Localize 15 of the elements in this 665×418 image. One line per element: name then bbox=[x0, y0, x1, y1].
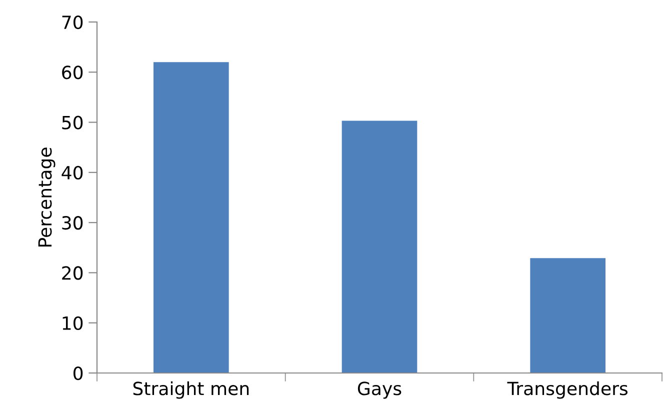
y-tick-label: 70 bbox=[62, 15, 83, 30]
y-axis-title: Percentage bbox=[38, 148, 56, 247]
y-tick-label: 50 bbox=[62, 116, 83, 130]
bar bbox=[342, 120, 418, 373]
y-tick-label: 20 bbox=[62, 266, 83, 280]
y-tick-label: 10 bbox=[62, 316, 83, 330]
x-tick-label: Transgenders bbox=[507, 381, 628, 399]
x-tick-label: Gays bbox=[358, 382, 402, 399]
y-tick-label: 40 bbox=[62, 166, 83, 180]
bar bbox=[154, 62, 229, 373]
x-tick-label: Straight men bbox=[133, 381, 249, 399]
y-tick-label: 60 bbox=[62, 66, 83, 80]
y-tick-label: 0 bbox=[74, 366, 83, 380]
y-tick-label: 30 bbox=[62, 216, 83, 230]
bar bbox=[530, 258, 606, 373]
